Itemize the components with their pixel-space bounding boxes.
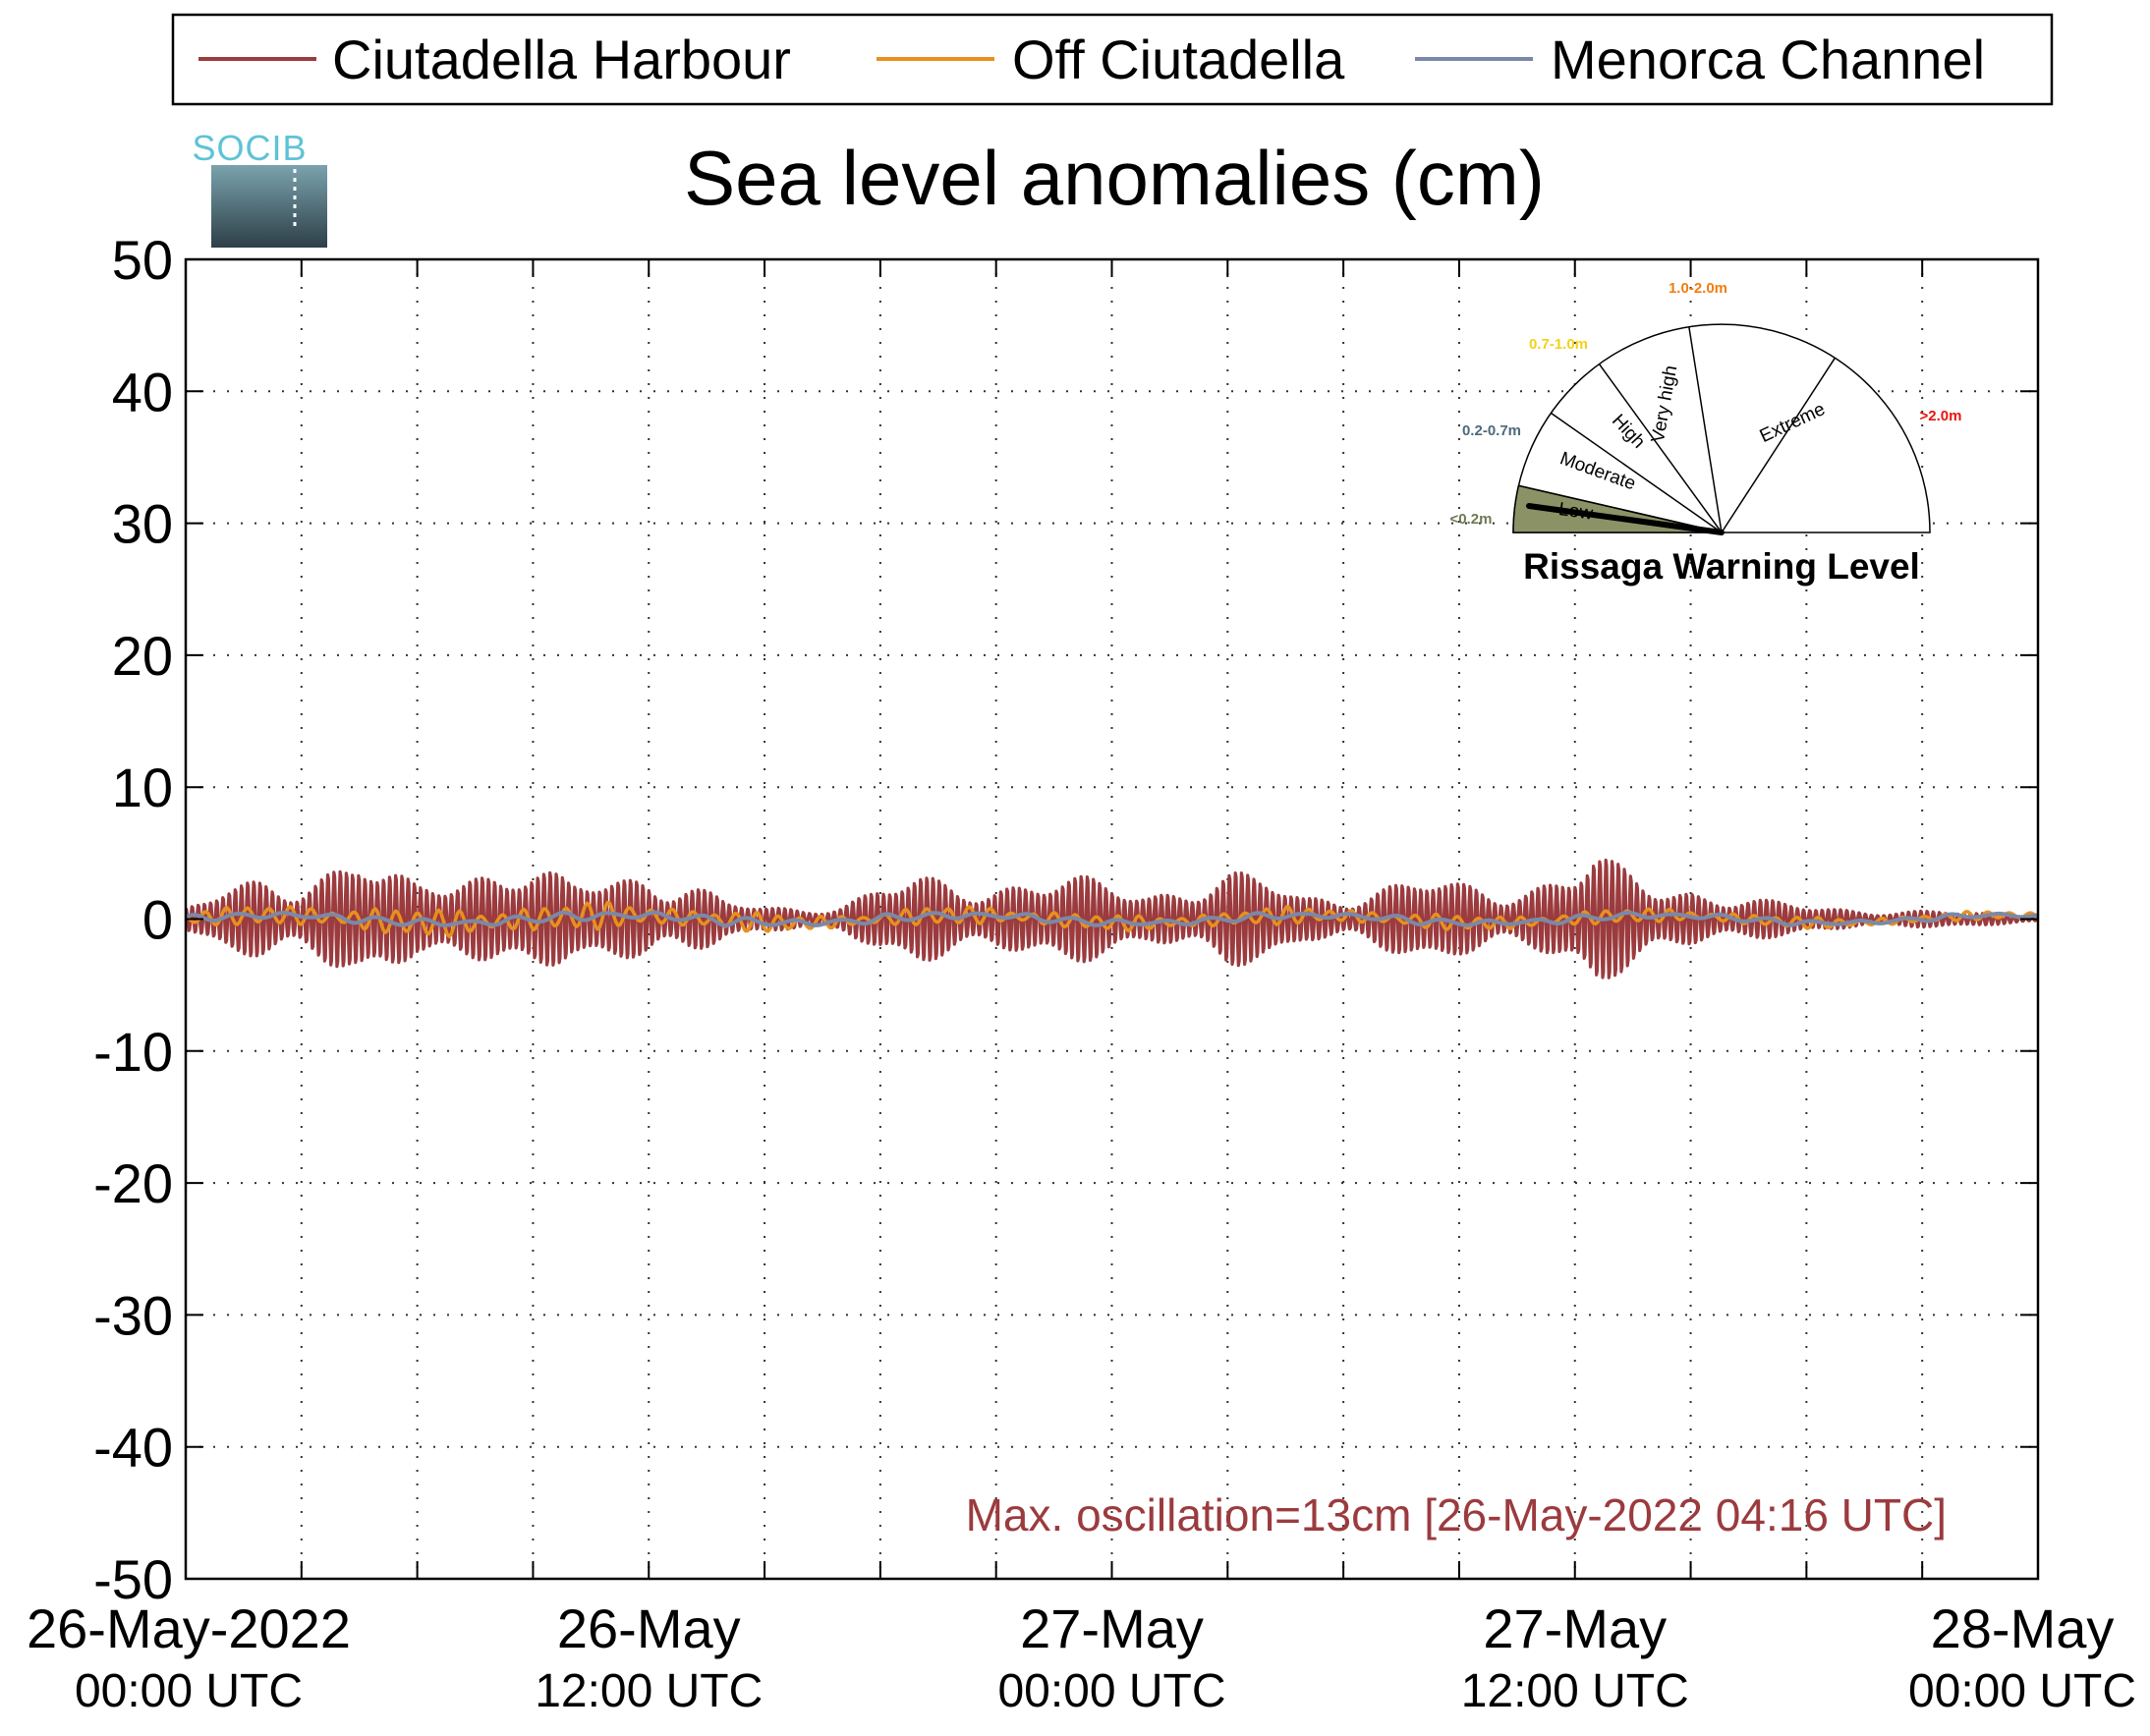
y-tick-label: 20 bbox=[112, 625, 173, 687]
x-tick-label-date: 28-May bbox=[1931, 1597, 2115, 1659]
gauge-divider bbox=[1550, 412, 1723, 533]
x-tick-label-time: 00:00 UTC bbox=[75, 1665, 303, 1717]
socib-logo: SOCIB bbox=[192, 128, 327, 248]
y-tick-labels: 50 40 30 20 10 0 -10 -20 -30 -40 -50 bbox=[93, 229, 173, 1610]
gauge-divider bbox=[1518, 484, 1723, 533]
gauge-needle bbox=[1526, 503, 1725, 535]
series-layer bbox=[184, 858, 2040, 980]
gauge-range-label: 0.7-1.0m bbox=[1529, 336, 1588, 353]
gauge-arc bbox=[1512, 323, 1931, 533]
y-tick-label: -50 bbox=[93, 1548, 173, 1610]
gauge-range-label: <0.2m bbox=[1450, 511, 1493, 528]
gauge-range-label: 0.2-0.7m bbox=[1462, 422, 1521, 439]
gauge-title: Rissaga Warning Level bbox=[1523, 546, 1920, 587]
series-line-menorca-channel bbox=[185, 910, 2039, 927]
gauge-divider bbox=[1688, 326, 1723, 533]
gauge-range-label: 1.0-2.0m bbox=[1669, 280, 1727, 297]
max-oscillation-annotation: Max. oscillation=13cm [26-May-2022 04:16… bbox=[966, 1489, 1947, 1540]
x-tick-label-date: 27-May bbox=[1020, 1597, 1204, 1659]
legend-label-off-ciutadella: Off Ciutadella bbox=[1012, 28, 1345, 90]
x-tick-label-time: 00:00 UTC bbox=[997, 1665, 1225, 1717]
rissaga-warning-gauge: LowModerateHighVery highExtreme<0.2m0.2-… bbox=[1450, 280, 1962, 535]
y-tick-label: -20 bbox=[93, 1152, 173, 1214]
x-tick-label-date: 26-May bbox=[557, 1597, 741, 1659]
legend-label-menorca-channel: Menorca Channel bbox=[1551, 28, 1985, 90]
y-tick-label: -10 bbox=[93, 1021, 173, 1083]
y-tick-label: -40 bbox=[93, 1417, 173, 1479]
y-tick-label: 10 bbox=[112, 756, 173, 818]
x-tick-label-time: 00:00 UTC bbox=[1908, 1665, 2136, 1717]
x-tick-label-time: 12:00 UTC bbox=[535, 1665, 763, 1717]
gauge-divider bbox=[1721, 357, 1837, 533]
y-tick-label: -30 bbox=[93, 1284, 173, 1346]
socib-logo-text: SOCIB bbox=[192, 128, 307, 168]
gauge-divider bbox=[1598, 364, 1723, 533]
gauge-range-label: >2.0m bbox=[1920, 408, 1962, 424]
x-tick-label-date: 27-May bbox=[1483, 1597, 1667, 1659]
ticks bbox=[185, 258, 2039, 1580]
x-tick-label-time: 12:00 UTC bbox=[1461, 1665, 1689, 1717]
legend-label-ciutadella-harbour: Ciutadella Harbour bbox=[332, 28, 791, 90]
chart-title: Sea level anomalies (cm) bbox=[684, 135, 1545, 221]
legend: Ciutadella Harbour Off Ciutadella Menorc… bbox=[171, 13, 2054, 106]
y-tick-label: 0 bbox=[142, 889, 173, 951]
x-tick-label-date: 26-May-2022 bbox=[27, 1597, 351, 1659]
y-tick-label: 30 bbox=[112, 493, 173, 555]
x-tick-labels: 26-May-2022 00:00 UTC 26-May 12:00 UTC 27-Ma… bbox=[27, 1597, 2136, 1717]
y-tick-label: 50 bbox=[112, 229, 173, 291]
y-tick-label: 40 bbox=[112, 361, 173, 422]
series-line-ciutadella-harbour bbox=[184, 858, 2040, 980]
